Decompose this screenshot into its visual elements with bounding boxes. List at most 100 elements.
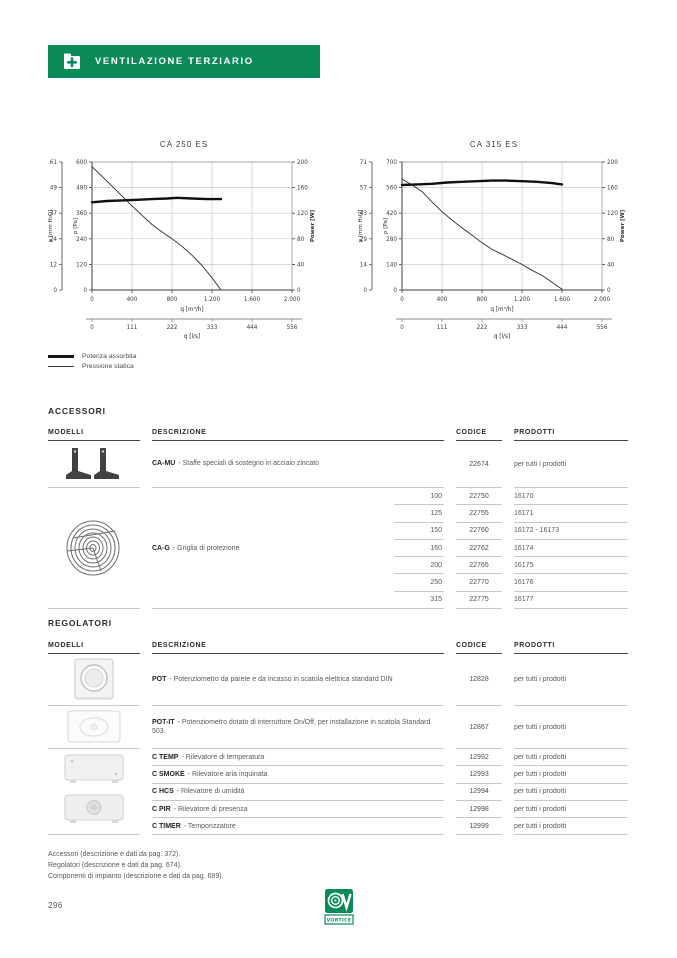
svg-text:556: 556 bbox=[597, 325, 608, 331]
col-header-modelli: MODELLI bbox=[48, 429, 140, 441]
codice-value: 22775 bbox=[469, 596, 489, 604]
c-smoke-description: C SMOKE - Rilevatore aria inquinata bbox=[152, 766, 444, 784]
chart-ca-315-es: CA 315 ES 0 400 800 1.200 1.600 2.000 0 0 0 140 40… bbox=[358, 138, 630, 340]
c-hcs-description: C HCS - Rilevatore di umidità bbox=[152, 784, 444, 801]
chart-title: CA 250 ES bbox=[159, 140, 209, 149]
svg-text:q [m³/h]: q [m³/h] bbox=[180, 306, 203, 313]
c-timer-description: C TIMER - Temporizzatore bbox=[152, 822, 236, 830]
c-pir-description: C PIR - Rilevatore di presenza bbox=[152, 801, 444, 819]
legend-item-pressure: Pressione statica bbox=[48, 361, 136, 371]
cag-codice-column: 22750 22755 22760 22762 22765 22770 2277… bbox=[456, 488, 502, 610]
svg-text:q [m³/h]: q [m³/h] bbox=[490, 306, 513, 313]
size-value: 250 bbox=[394, 574, 444, 592]
table-row-pot: POT - Potenziometro da parete e da incas… bbox=[48, 654, 628, 706]
prodotti-value: per tutti i prodotti bbox=[514, 784, 628, 801]
svg-text:29: 29 bbox=[360, 237, 368, 243]
svg-text:560: 560 bbox=[386, 186, 397, 192]
svg-text:120: 120 bbox=[76, 262, 87, 268]
cag-size-column: 100 125 150 160 200 250 315 bbox=[394, 488, 444, 608]
codice-value: 12999 bbox=[469, 822, 489, 830]
prodotti-value: 16171 bbox=[514, 505, 628, 523]
prodotti-value: per tutti i prodotti bbox=[514, 822, 567, 830]
svg-text:0: 0 bbox=[90, 325, 94, 331]
prodotti-value: per tutti i prodotti bbox=[514, 766, 628, 784]
col-header-codice: CODICE bbox=[456, 429, 502, 441]
svg-text:140: 140 bbox=[386, 262, 397, 268]
svg-text:1.200: 1.200 bbox=[514, 297, 531, 303]
svg-text:0: 0 bbox=[90, 297, 94, 303]
c-codice-column: 12992 12993 12994 12998 12999 bbox=[456, 749, 502, 836]
svg-text:p [Pa]: p [Pa] bbox=[383, 218, 389, 234]
svg-text:420: 420 bbox=[386, 211, 397, 217]
svg-text:40: 40 bbox=[297, 262, 305, 268]
camu-bracket-image bbox=[48, 441, 140, 488]
size-value: 125 bbox=[394, 505, 444, 523]
svg-text:p [Pa]: p [Pa] bbox=[73, 218, 79, 234]
regolatori-table: MODELLI DESCRIZIONE CODICE PRODOTTI POT … bbox=[48, 642, 628, 836]
prodotti-value: 16177 bbox=[514, 596, 534, 604]
accessori-table: MODELLI DESCRIZIONE CODICE PRODOTTI CA-M… bbox=[48, 429, 628, 610]
svg-text:333: 333 bbox=[207, 325, 218, 331]
size-value: 100 bbox=[394, 488, 444, 506]
svg-text:0: 0 bbox=[297, 288, 301, 294]
col-header-descrizione: DESCRIZIONE bbox=[152, 642, 444, 654]
c-sensor-images bbox=[48, 749, 140, 836]
svg-text:222: 222 bbox=[167, 325, 178, 331]
svg-text:0: 0 bbox=[393, 288, 397, 294]
legend-item-power: Potenza assorbita bbox=[48, 351, 136, 361]
svg-text:12: 12 bbox=[50, 262, 58, 268]
svg-text:400: 400 bbox=[127, 297, 138, 303]
footnote: Componenti di impianto (descrizione e da… bbox=[48, 873, 224, 881]
footnote: Regolatori (descrizione e dati da pag. 6… bbox=[48, 862, 182, 870]
prodotti-value: 16174 bbox=[514, 540, 628, 558]
svg-text:222: 222 bbox=[477, 325, 488, 331]
cag-description-cell: CA-G - Griglia di protezione 100 125 150… bbox=[152, 488, 444, 610]
col-header-prodotti: PRODOTTI bbox=[514, 642, 628, 654]
prodotti-value: 16176 bbox=[514, 574, 628, 592]
svg-text:444: 444 bbox=[557, 325, 568, 331]
svg-text:0: 0 bbox=[400, 297, 404, 303]
codice-value: 22755 bbox=[456, 505, 502, 523]
codice-value: 22765 bbox=[456, 557, 502, 575]
chart-legend: Potenza assorbita Pressione statica bbox=[48, 351, 136, 371]
svg-text:120: 120 bbox=[607, 211, 618, 217]
camu-codice: 22674 bbox=[456, 441, 502, 488]
cag-grille-image bbox=[48, 488, 140, 610]
svg-text:q [l/s]: q [l/s] bbox=[494, 334, 510, 340]
c-sensor-box-image bbox=[64, 754, 124, 783]
footnotes: Accessori (descrizione e dati da pag. 37… bbox=[48, 849, 224, 882]
svg-text:111: 111 bbox=[437, 325, 448, 331]
col-header-prodotti: PRODOTTI bbox=[514, 429, 628, 441]
svg-text:160: 160 bbox=[607, 186, 618, 192]
chart-ca-250-es: CA 250 ES 0 400 800 1.200 1.600 2.000 0 0 0 120 40… bbox=[48, 138, 320, 340]
svg-text:556: 556 bbox=[287, 325, 298, 331]
svg-text:120: 120 bbox=[297, 211, 308, 217]
pot-codice: 12828 bbox=[456, 654, 502, 706]
regolatori-heading: REGOLATORI bbox=[48, 618, 112, 628]
codice-value: 22770 bbox=[456, 574, 502, 592]
svg-text:200: 200 bbox=[297, 160, 308, 166]
prodotti-value: 16175 bbox=[514, 557, 628, 575]
cag-prodotti-column: 16170 16171 16172 - 16173 16174 16175 16… bbox=[514, 488, 628, 610]
codice-value: 12993 bbox=[456, 766, 502, 784]
prodotti-value: 16170 bbox=[514, 488, 628, 506]
svg-text:57: 57 bbox=[360, 186, 368, 192]
prodotti-value: 16172 - 16173 bbox=[514, 523, 628, 540]
potit-codice: 12867 bbox=[456, 706, 502, 749]
c-description-column: C TEMP - Rilevatore di temperatura C SMOK… bbox=[152, 749, 444, 836]
codice-value: 12994 bbox=[456, 784, 502, 801]
size-value: 200 bbox=[394, 557, 444, 575]
svg-text:24: 24 bbox=[50, 237, 58, 243]
codice-value: 22750 bbox=[456, 488, 502, 506]
svg-text:111: 111 bbox=[127, 325, 138, 331]
svg-text:61: 61 bbox=[50, 160, 58, 166]
pot-prodotti: per tutti i prodotti bbox=[514, 654, 628, 706]
svg-text:1.600: 1.600 bbox=[244, 297, 261, 303]
svg-text:444: 444 bbox=[247, 325, 258, 331]
svg-text:0: 0 bbox=[363, 288, 367, 294]
svg-text:0: 0 bbox=[53, 288, 57, 294]
codice-value: 12998 bbox=[456, 801, 502, 819]
svg-text:360: 360 bbox=[76, 211, 87, 217]
svg-text:400: 400 bbox=[437, 297, 448, 303]
